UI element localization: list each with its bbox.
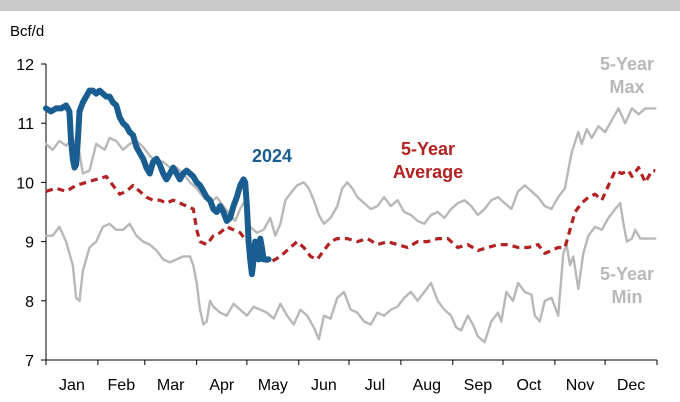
series-label-5-year-min: 5-Year bbox=[600, 264, 654, 284]
x-tick-label: Dec bbox=[617, 377, 645, 394]
series-label-2024: 2024 bbox=[252, 146, 292, 166]
series-layer bbox=[43, 87, 657, 344]
x-tick-label: Jun bbox=[311, 377, 337, 394]
x-tick-label: Apr bbox=[209, 377, 235, 394]
header-bar bbox=[0, 0, 680, 11]
y-axis-unit-label: Bcf/d bbox=[10, 23, 44, 40]
series-line-5-year-average bbox=[45, 166, 656, 264]
x-tick-label: May bbox=[258, 377, 288, 394]
series-line-5-year-max bbox=[44, 107, 657, 237]
y-tick-label: 11 bbox=[17, 116, 34, 133]
series-label-5-year-min: Min bbox=[612, 287, 643, 307]
x-tick-label: Jan bbox=[59, 377, 85, 394]
series-label-5-year-max: 5-Year bbox=[600, 54, 654, 74]
y-tick-label: 7 bbox=[25, 353, 34, 370]
series-label-5-year-average: 5-Year bbox=[401, 139, 455, 159]
x-tick-label: Sep bbox=[464, 377, 493, 394]
annotation-layer: 2024 5-Year Average 5-Year Max 5-Year Min bbox=[252, 54, 654, 307]
series-line-2024 bbox=[43, 87, 272, 278]
x-tick-label: Jul bbox=[365, 377, 385, 394]
y-tick-label: 8 bbox=[25, 294, 34, 311]
series-label-5-year-average: Average bbox=[393, 162, 463, 182]
y-tick-label: 9 bbox=[25, 235, 34, 252]
series-label-5-year-max: Max bbox=[609, 77, 644, 97]
series-line-5-year-min bbox=[44, 201, 657, 344]
x-tick-label: Feb bbox=[108, 377, 136, 394]
x-tick-label: Nov bbox=[566, 377, 594, 394]
chart-axes: 7 8 9 10 11 12 Jan Feb Mar Apr May Jun Jul Aug Sep Oct N… bbox=[16, 57, 658, 394]
y-tick-label: 10 bbox=[16, 175, 34, 192]
x-tick-label: Mar bbox=[157, 377, 185, 394]
y-tick-label: 12 bbox=[16, 57, 34, 74]
x-tick-label: Oct bbox=[516, 377, 541, 394]
x-tick-label: Aug bbox=[413, 377, 441, 394]
